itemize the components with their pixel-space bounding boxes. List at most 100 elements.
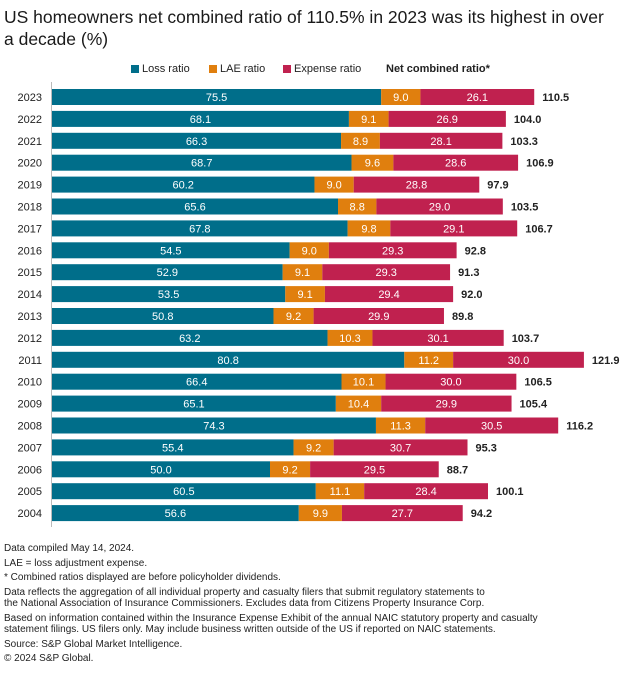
legend-item-total: Net combined ratio* — [386, 63, 490, 75]
data-label: 80.8 — [217, 355, 238, 367]
chart-title: US homeowners net combined ratio of 110.… — [4, 7, 604, 49]
bar-segment — [315, 483, 365, 500]
data-label: 50.0 — [150, 464, 171, 476]
bar-segment — [322, 264, 451, 281]
legend-item-expense: Expense ratio — [283, 63, 361, 75]
data-label: 68.7 — [191, 158, 212, 170]
data-label: 29.4 — [378, 289, 399, 301]
total-label: 94.2 — [471, 508, 492, 520]
footnote-line: Data compiled May 14, 2024. — [4, 543, 135, 554]
y-tick-label: 2019 — [18, 180, 42, 192]
bar-segment — [52, 373, 342, 390]
data-label: 30.5 — [481, 421, 502, 433]
footnotes: Data compiled May 14, 2024. LAE = loss ad… — [4, 543, 538, 668]
bar-segment — [313, 308, 444, 324]
data-label: 29.9 — [436, 399, 457, 411]
bar-segment — [52, 264, 283, 281]
legend-swatch — [209, 65, 217, 73]
y-tick-label: 2012 — [18, 333, 42, 345]
data-label: 65.6 — [184, 202, 205, 214]
data-label: 9.9 — [313, 508, 328, 520]
bar-segment — [364, 483, 488, 500]
y-tick-label: 2011 — [18, 355, 42, 367]
bar-segment — [348, 110, 389, 127]
y-tick-label: 2007 — [18, 442, 42, 454]
bar-segment — [393, 154, 519, 171]
bar-segment — [385, 373, 517, 390]
data-label: 74.3 — [203, 421, 224, 433]
data-label: 60.2 — [173, 180, 194, 192]
data-label: 26.9 — [437, 114, 458, 126]
bar-segment — [388, 110, 506, 127]
footnote: Based on information contained within th… — [4, 613, 538, 636]
data-label: 66.3 — [186, 136, 207, 148]
total-label: 89.8 — [452, 311, 473, 323]
data-label: 29.3 — [382, 245, 403, 257]
data-label: 9.2 — [306, 442, 321, 454]
bar-segment — [52, 89, 382, 105]
legend-item-lae: LAE ratio — [209, 63, 265, 75]
bar-segment — [52, 286, 286, 303]
bar-segment — [52, 220, 348, 237]
total-label: 103.7 — [512, 333, 540, 345]
legend-swatch — [283, 65, 291, 73]
data-label: 9.1 — [297, 289, 312, 301]
bar-segment — [270, 461, 311, 478]
data-label: 9.1 — [295, 267, 310, 279]
y-tick-label: 2005 — [18, 486, 42, 498]
bar-segment — [298, 505, 342, 522]
total-label: 106.9 — [526, 158, 554, 170]
data-label: 50.8 — [152, 311, 173, 323]
total-label: 103.3 — [510, 136, 538, 148]
bar-segment — [333, 439, 468, 456]
y-tick-label: 2013 — [18, 311, 42, 323]
data-label: 75.5 — [206, 92, 227, 104]
bar-segment — [324, 286, 454, 303]
bar-segment — [375, 417, 426, 434]
data-label: 9.8 — [361, 223, 376, 235]
data-label: 29.1 — [443, 223, 464, 235]
data-label: 11.1 — [330, 486, 351, 498]
data-label: 30.0 — [508, 355, 529, 367]
data-label: 11.2 — [418, 355, 439, 367]
total-label: 95.3 — [476, 442, 497, 454]
footnote: Data reflects the aggregation of all ind… — [4, 587, 538, 610]
data-label: 9.1 — [361, 114, 376, 126]
data-label: 9.2 — [282, 464, 297, 476]
y-tick-label: 2014 — [18, 289, 42, 301]
bar-segment — [52, 154, 352, 171]
bar-segment — [282, 264, 323, 281]
data-label: 9.0 — [393, 92, 408, 104]
data-label: 56.6 — [165, 508, 186, 520]
bar-segment — [52, 417, 376, 434]
bar-segment — [328, 242, 457, 259]
data-label: 29.9 — [368, 311, 389, 323]
y-tick-label: 2023 — [18, 92, 42, 104]
total-label: 100.1 — [496, 486, 524, 498]
data-label: 66.4 — [186, 377, 207, 389]
y-tick-label: 2015 — [18, 267, 42, 279]
bar-segment — [341, 505, 463, 522]
footnote-line: LAE = loss adjustment expense. — [4, 557, 148, 569]
bar-segment — [293, 439, 334, 456]
bar-segment — [335, 395, 382, 412]
total-label: 104.0 — [514, 114, 542, 126]
total-label: 106.5 — [524, 377, 552, 389]
data-label: 52.9 — [157, 267, 178, 279]
bar-segment — [425, 417, 559, 434]
data-label: 28.8 — [406, 180, 427, 192]
footnote-line: Data reflects the aggregation of all ind… — [4, 586, 485, 598]
data-label: 9.6 — [365, 158, 380, 170]
total-label: 97.9 — [487, 180, 508, 192]
bar-segment — [52, 198, 339, 215]
total-label: 92.0 — [461, 289, 482, 301]
bar-segment — [327, 329, 373, 346]
bar-segment — [52, 395, 336, 412]
footnote-line: the National Association of Insurance Co… — [4, 598, 485, 609]
total-label: 106.7 — [525, 223, 553, 235]
legend-item-loss: Loss ratio — [131, 63, 190, 75]
data-label: 28.1 — [430, 136, 451, 148]
footnote-line: Source: S&P Global Market Intelligence. — [4, 638, 183, 650]
data-label: 10.4 — [348, 399, 369, 411]
bar-segment — [453, 351, 584, 368]
